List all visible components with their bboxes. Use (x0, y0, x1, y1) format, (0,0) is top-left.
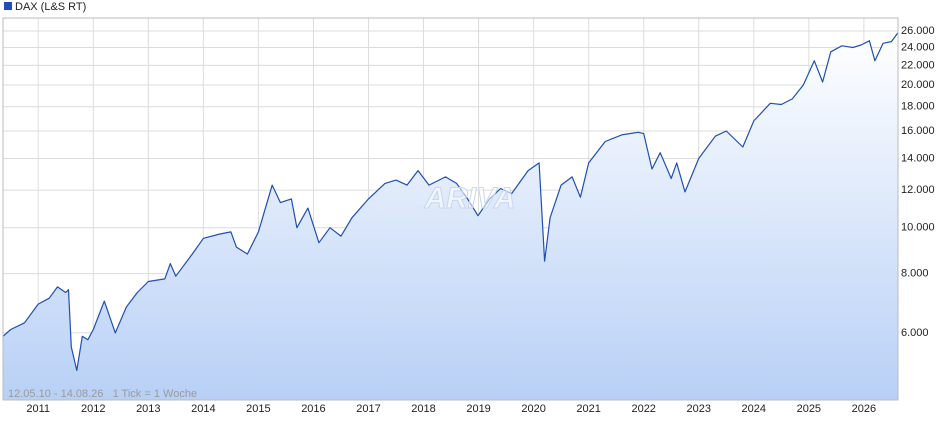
y-tick-label: 22.000 (901, 59, 935, 71)
x-tick-label: 2019 (466, 403, 490, 415)
line (2, 32, 899, 371)
y-tick-label: 6.000 (901, 327, 929, 339)
y-tick-label: 24.000 (901, 41, 935, 53)
x-tick-label: 2024 (742, 403, 766, 415)
x-tick-label: 2015 (246, 403, 270, 415)
y-tick-label: 14.000 (901, 152, 935, 164)
annotation: 12.05.10 - 14.08.26 1 Tick = 1 Woche (8, 388, 197, 400)
watermark: ARIVA (423, 182, 515, 215)
y-tick-label: 8.000 (901, 268, 929, 280)
x-tick-label: 2013 (136, 403, 160, 415)
plot-frame (2, 17, 899, 401)
x-tick-label: 2020 (521, 403, 545, 415)
x-tick-label: 2023 (687, 403, 711, 415)
x-tick-label: 2018 (411, 403, 435, 415)
x-tick-label: 2025 (797, 403, 821, 415)
area-fill (3, 32, 898, 400)
y-tick-label: 26.000 (901, 25, 935, 37)
x-tick-label: 2022 (631, 403, 655, 415)
x-tick-label: 2016 (301, 403, 325, 415)
x-tick-label: 2026 (852, 403, 876, 415)
legend-label: DAX (L&S RT) (15, 1, 86, 13)
y-tick-label: 10.000 (901, 222, 935, 234)
y-tick-label: 20.000 (901, 79, 935, 91)
x-tick-label: 2014 (191, 403, 215, 415)
x-tick-label: 2021 (576, 403, 600, 415)
x-tick-label: 2012 (81, 403, 105, 415)
y-tick-label: 16.000 (901, 125, 935, 137)
legend-swatch (4, 2, 12, 10)
y-tick-label: 18.000 (901, 101, 935, 113)
x-tick-label: 2011 (26, 403, 50, 415)
y-tick-label: 12.000 (901, 184, 935, 196)
x-tick-label: 2017 (356, 403, 380, 415)
